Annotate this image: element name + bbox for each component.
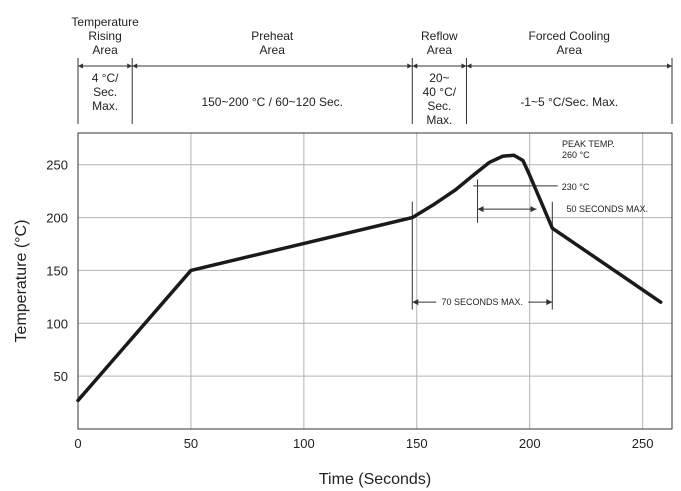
zone-arrow-head	[132, 63, 138, 69]
x-tick-label: 100	[293, 436, 315, 451]
grid	[78, 133, 672, 429]
zone-heading: Area	[557, 43, 583, 57]
series	[76, 153, 663, 403]
zone-arrow-head	[78, 63, 83, 69]
t230-label: 230 °C	[562, 182, 590, 192]
t50-label: 50 SECONDS MAX.	[566, 204, 648, 214]
zone-heading: Temperature	[71, 15, 139, 29]
zone-detail: 150~200 °C / 60~120 Sec.	[201, 95, 343, 109]
annotations: PEAK TEMP.260 °C 230 °C 50 SECONDS MAX. 70 …	[411, 139, 648, 310]
y-tick-label: 250	[46, 158, 68, 173]
x-axis-title: Time (Seconds)	[319, 471, 431, 488]
y-tick-label: 100	[46, 316, 68, 331]
zone-detail: Max.	[426, 113, 452, 127]
peak-temp-label: 260 °C	[562, 150, 590, 160]
zone-detail: 40 °C/	[423, 85, 457, 99]
t70-label: 70 SECONDS MAX.	[442, 297, 524, 307]
zone-heading: Rising	[88, 29, 121, 43]
t70-arrow-head	[412, 299, 419, 306]
t50-arrow-head	[477, 206, 484, 213]
zone-heading: Area	[92, 43, 118, 57]
y-tick-label: 200	[46, 211, 68, 226]
zone-arrow-head	[461, 63, 467, 69]
zone-detail: Max.	[92, 99, 118, 113]
x-tick-label: 200	[519, 436, 541, 451]
zone-arrow-head	[127, 63, 133, 69]
y-tick-label: 50	[54, 369, 68, 384]
x-tick-label: 150	[406, 436, 428, 451]
zone-heading: Area	[427, 43, 453, 57]
zone-detail: Sec.	[427, 99, 451, 113]
zone-heading: Preheat	[251, 29, 294, 43]
temperature-profile-line	[76, 153, 663, 403]
y-tick-label: 150	[46, 263, 68, 278]
t50-arrow-head	[530, 206, 537, 213]
y-axis-title: Temperature (°C)	[13, 220, 30, 343]
zone-detail: -1~5 °C/Sec. Max.	[520, 95, 618, 109]
zone-arrow-head	[412, 63, 418, 69]
zone-heading: Forced Cooling	[529, 29, 610, 43]
x-tick-label: 250	[632, 436, 654, 451]
zone-detail: 4 °C/	[92, 71, 119, 85]
x-tick-label: 0	[74, 436, 81, 451]
zone-arrow-head	[407, 63, 413, 69]
zone-heading: Reflow	[421, 29, 458, 43]
zone-arrow-head	[667, 63, 672, 69]
zone-heading: Area	[260, 43, 286, 57]
plot-frame	[77, 132, 673, 430]
t70-arrow-head	[546, 299, 553, 306]
zone-detail: 20~	[429, 71, 449, 85]
zone-arrow-head	[466, 63, 472, 69]
x-tick-label: 50	[184, 436, 198, 451]
tick-labels: 0 50 100 150 200 250 50 100 150 200 250	[46, 158, 653, 451]
peak-temp-label: PEAK TEMP.	[562, 139, 615, 149]
zone-detail: Sec.	[93, 85, 117, 99]
